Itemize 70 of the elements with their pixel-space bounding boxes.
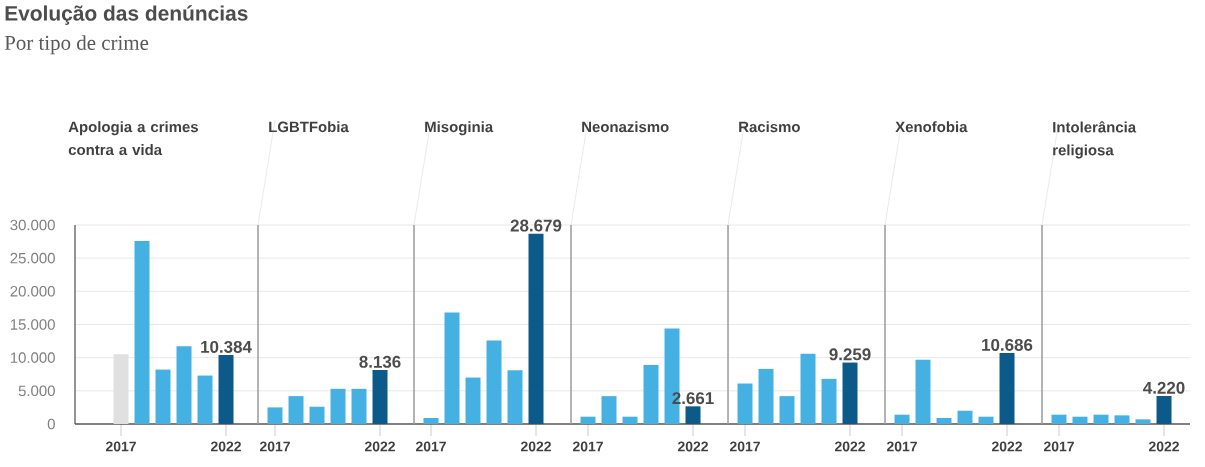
x-tick-label: 2022 bbox=[991, 441, 1022, 452]
bar bbox=[601, 396, 617, 424]
data-label: 28.679 bbox=[510, 219, 562, 232]
bar bbox=[915, 359, 931, 424]
bar bbox=[779, 396, 795, 424]
chart-title: LGBTFobia bbox=[269, 121, 349, 133]
bar bbox=[507, 370, 523, 424]
bar bbox=[758, 368, 774, 424]
bar bbox=[842, 362, 858, 424]
bar bbox=[197, 375, 213, 424]
bar bbox=[936, 418, 952, 424]
x-tick-label: 2022 bbox=[210, 441, 241, 452]
data-label: 4.220 bbox=[1143, 381, 1185, 394]
bar bbox=[330, 388, 346, 424]
bar bbox=[465, 377, 481, 424]
text: Evolução das denúncias bbox=[5, 5, 248, 25]
bar bbox=[218, 355, 234, 424]
bar bbox=[1135, 419, 1151, 424]
y-tick-label: 10.000 bbox=[10, 352, 55, 363]
x-tick-label: 2017 bbox=[886, 441, 917, 452]
x-tick-label: 2017 bbox=[259, 441, 290, 452]
bar bbox=[1093, 414, 1109, 424]
x-tick-label: 2017 bbox=[572, 441, 603, 452]
x-tick-label: 2017 bbox=[1043, 441, 1074, 452]
x-tick-label: 2017 bbox=[415, 441, 446, 452]
bar bbox=[643, 364, 659, 424]
bar bbox=[685, 406, 701, 424]
bar bbox=[486, 340, 502, 424]
bar bbox=[372, 370, 388, 424]
chart-title: Intolerância religiosa bbox=[1053, 121, 1137, 159]
chart-title: Neonazismo bbox=[582, 121, 669, 133]
y-tick-label: 0 bbox=[47, 418, 55, 430]
bar bbox=[155, 369, 171, 424]
chart-title: Apologia a crimes contra a vida bbox=[68, 121, 198, 156]
bar bbox=[309, 406, 325, 424]
y-tick-label: 15.000 bbox=[10, 319, 55, 330]
x-tick-label: 2022 bbox=[364, 441, 395, 452]
bar bbox=[1114, 415, 1130, 424]
bar bbox=[1156, 395, 1172, 424]
text: Por tipo de crime bbox=[4, 35, 149, 55]
bar bbox=[351, 388, 367, 424]
data-label: 8.136 bbox=[359, 355, 401, 368]
chart-title: Racismo bbox=[739, 121, 800, 133]
bar bbox=[978, 416, 994, 424]
y-tick-label: 5.000 bbox=[18, 385, 55, 397]
bar bbox=[444, 312, 460, 424]
bar bbox=[528, 233, 544, 424]
data-label: 9.259 bbox=[829, 348, 871, 361]
bar bbox=[622, 416, 638, 424]
x-tick-label: 2017 bbox=[729, 441, 760, 452]
bar bbox=[1072, 416, 1088, 424]
x-tick-label: 2017 bbox=[105, 441, 136, 452]
chart-title: Misoginia bbox=[425, 121, 494, 136]
bar bbox=[176, 346, 192, 424]
bar bbox=[821, 378, 837, 424]
bar bbox=[288, 396, 304, 424]
data-label: 10.686 bbox=[982, 338, 1033, 351]
bar bbox=[999, 353, 1015, 424]
x-tick-label: 2022 bbox=[677, 441, 708, 452]
y-tick-label: 20.000 bbox=[10, 286, 55, 297]
bar bbox=[957, 410, 973, 424]
x-tick-label: 2022 bbox=[834, 441, 865, 452]
bar bbox=[134, 240, 150, 424]
x-tick-label: 2022 bbox=[520, 441, 551, 452]
y-tick-label: 30.000 bbox=[10, 219, 55, 231]
y-tick-label: 25.000 bbox=[10, 252, 55, 264]
data-label: 10.384 bbox=[201, 340, 252, 353]
bar bbox=[800, 353, 816, 424]
chart-title: Xenofobia bbox=[895, 121, 968, 133]
x-tick-label: 2022 bbox=[1148, 441, 1179, 452]
